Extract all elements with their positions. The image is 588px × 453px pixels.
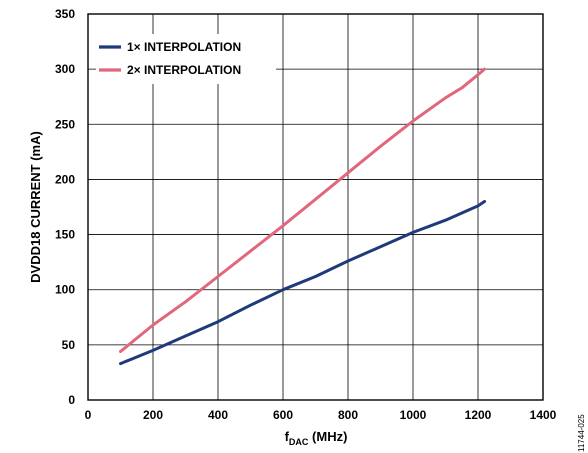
- x-axis-label-sub: DAC: [289, 437, 309, 447]
- y-tick-label: 250: [55, 117, 75, 131]
- x-tick-label: 200: [143, 408, 163, 422]
- legend-label-2x: 2× INTERPOLATION: [127, 63, 241, 77]
- y-tick-label: 0: [68, 393, 75, 407]
- legend-background: [96, 34, 276, 84]
- x-axis-label-rest: (MHz): [308, 429, 347, 444]
- x-tick-label: 400: [208, 408, 228, 422]
- x-axis-label: fDAC (MHz): [285, 429, 348, 447]
- y-tick-labels: 0 50 100 150 200 250 300 350: [55, 7, 75, 407]
- series-lines: [119, 67, 486, 366]
- x-tick-label: 1200: [465, 408, 492, 422]
- x-tick-label: 1400: [530, 408, 557, 422]
- series-line-2x-interpolation: [119, 67, 486, 353]
- x-tick-label: 0: [85, 408, 92, 422]
- legend-label-1x: 1× INTERPOLATION: [127, 40, 241, 54]
- y-tick-label: 200: [55, 172, 75, 186]
- y-axis-label: DVDD18 CURRENT (mA): [28, 131, 43, 283]
- y-tick-label: 300: [55, 62, 75, 76]
- x-tick-label: 600: [273, 408, 293, 422]
- y-tick-label: 350: [55, 7, 75, 21]
- plot-frame: [87, 13, 544, 401]
- y-tick-label: 100: [55, 283, 75, 297]
- y-tick-label: 50: [62, 338, 76, 352]
- series-line-1x-interpolation: [119, 200, 486, 366]
- x-axis-label-main: f: [285, 429, 290, 444]
- x-tick-label: 1000: [400, 408, 427, 422]
- y-tick-label: 150: [55, 228, 75, 242]
- legend: 1× INTERPOLATION 2× INTERPOLATION: [96, 34, 276, 84]
- x-tick-labels: 0 200 400 600 800 1000 1200 1400: [85, 408, 557, 422]
- figure-id: 11744-025: [577, 414, 586, 452]
- x-tick-label: 800: [338, 408, 358, 422]
